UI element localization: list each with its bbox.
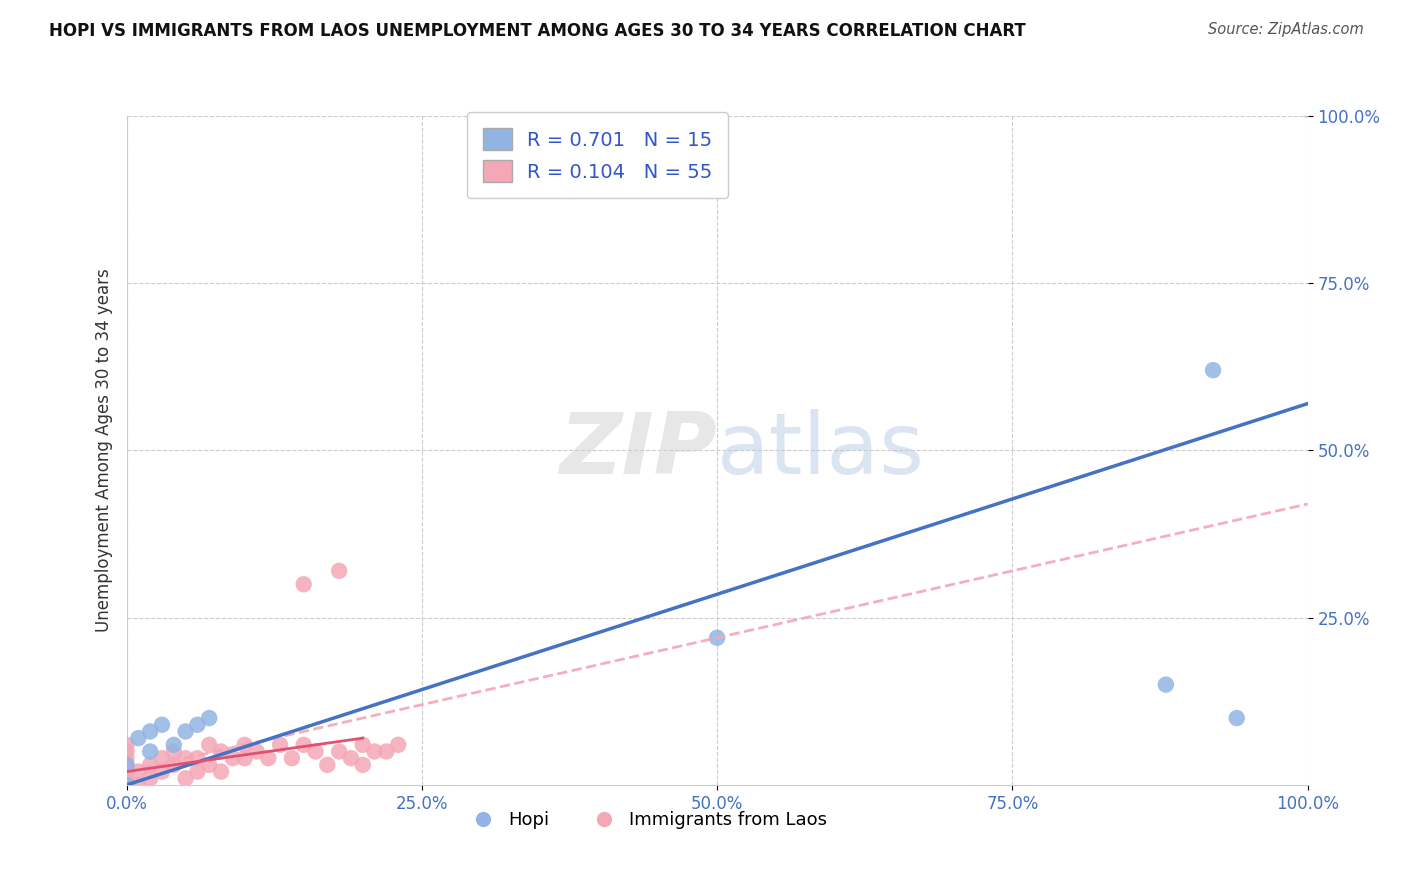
Text: HOPI VS IMMIGRANTS FROM LAOS UNEMPLOYMENT AMONG AGES 30 TO 34 YEARS CORRELATION : HOPI VS IMMIGRANTS FROM LAOS UNEMPLOYMEN… xyxy=(49,22,1026,40)
Point xyxy=(245,744,267,758)
Point xyxy=(115,758,138,772)
Point xyxy=(375,744,398,758)
Point xyxy=(304,744,326,758)
Point xyxy=(1202,363,1225,377)
Text: Source: ZipAtlas.com: Source: ZipAtlas.com xyxy=(1208,22,1364,37)
Point xyxy=(269,738,291,752)
Point xyxy=(198,711,221,725)
Point xyxy=(139,758,162,772)
Point xyxy=(352,738,374,752)
Point xyxy=(222,751,245,765)
Point xyxy=(233,738,256,752)
Point xyxy=(115,771,138,786)
Point xyxy=(328,564,350,578)
Point xyxy=(340,751,363,765)
Point xyxy=(198,738,221,752)
Point xyxy=(115,778,138,792)
Point xyxy=(1296,102,1319,116)
Point xyxy=(127,731,149,746)
Point xyxy=(115,771,138,786)
Point xyxy=(115,778,138,792)
Point xyxy=(209,744,232,758)
Point xyxy=(1154,678,1177,692)
Point xyxy=(1226,711,1249,725)
Point xyxy=(233,751,256,765)
Point xyxy=(209,764,232,779)
Point xyxy=(115,778,138,792)
Point xyxy=(115,778,138,792)
Point xyxy=(115,744,138,758)
Point xyxy=(139,771,162,786)
Point xyxy=(115,751,138,765)
Point xyxy=(328,744,350,758)
Point xyxy=(115,764,138,779)
Legend: Hopi, Immigrants from Laos: Hopi, Immigrants from Laos xyxy=(458,804,834,836)
Point xyxy=(115,778,138,792)
Point xyxy=(292,738,315,752)
Point xyxy=(115,778,138,792)
Point xyxy=(115,771,138,786)
Text: ZIP: ZIP xyxy=(560,409,717,492)
Point xyxy=(163,744,186,758)
Point xyxy=(115,778,138,792)
Point xyxy=(115,778,138,792)
Text: atlas: atlas xyxy=(717,409,925,492)
Point xyxy=(363,744,385,758)
Point xyxy=(127,764,149,779)
Point xyxy=(115,764,138,779)
Point xyxy=(163,758,186,772)
Point xyxy=(174,771,197,786)
Point xyxy=(174,751,197,765)
Point xyxy=(352,758,374,772)
Point xyxy=(163,738,186,752)
Point xyxy=(115,778,138,792)
Point xyxy=(186,717,208,731)
Point xyxy=(150,717,173,731)
Point xyxy=(257,751,280,765)
Point xyxy=(150,764,173,779)
Y-axis label: Unemployment Among Ages 30 to 34 years: Unemployment Among Ages 30 to 34 years xyxy=(94,268,112,632)
Point xyxy=(115,738,138,752)
Point xyxy=(115,764,138,779)
Point xyxy=(186,751,208,765)
Point xyxy=(316,758,339,772)
Point xyxy=(706,631,728,645)
Point xyxy=(281,751,304,765)
Point xyxy=(150,751,173,765)
Point xyxy=(198,758,221,772)
Point xyxy=(115,778,138,792)
Point xyxy=(139,724,162,739)
Point xyxy=(127,778,149,792)
Point xyxy=(174,724,197,739)
Point xyxy=(115,758,138,772)
Point xyxy=(387,738,409,752)
Point xyxy=(139,744,162,758)
Point xyxy=(292,577,315,591)
Point xyxy=(186,764,208,779)
Point xyxy=(115,778,138,792)
